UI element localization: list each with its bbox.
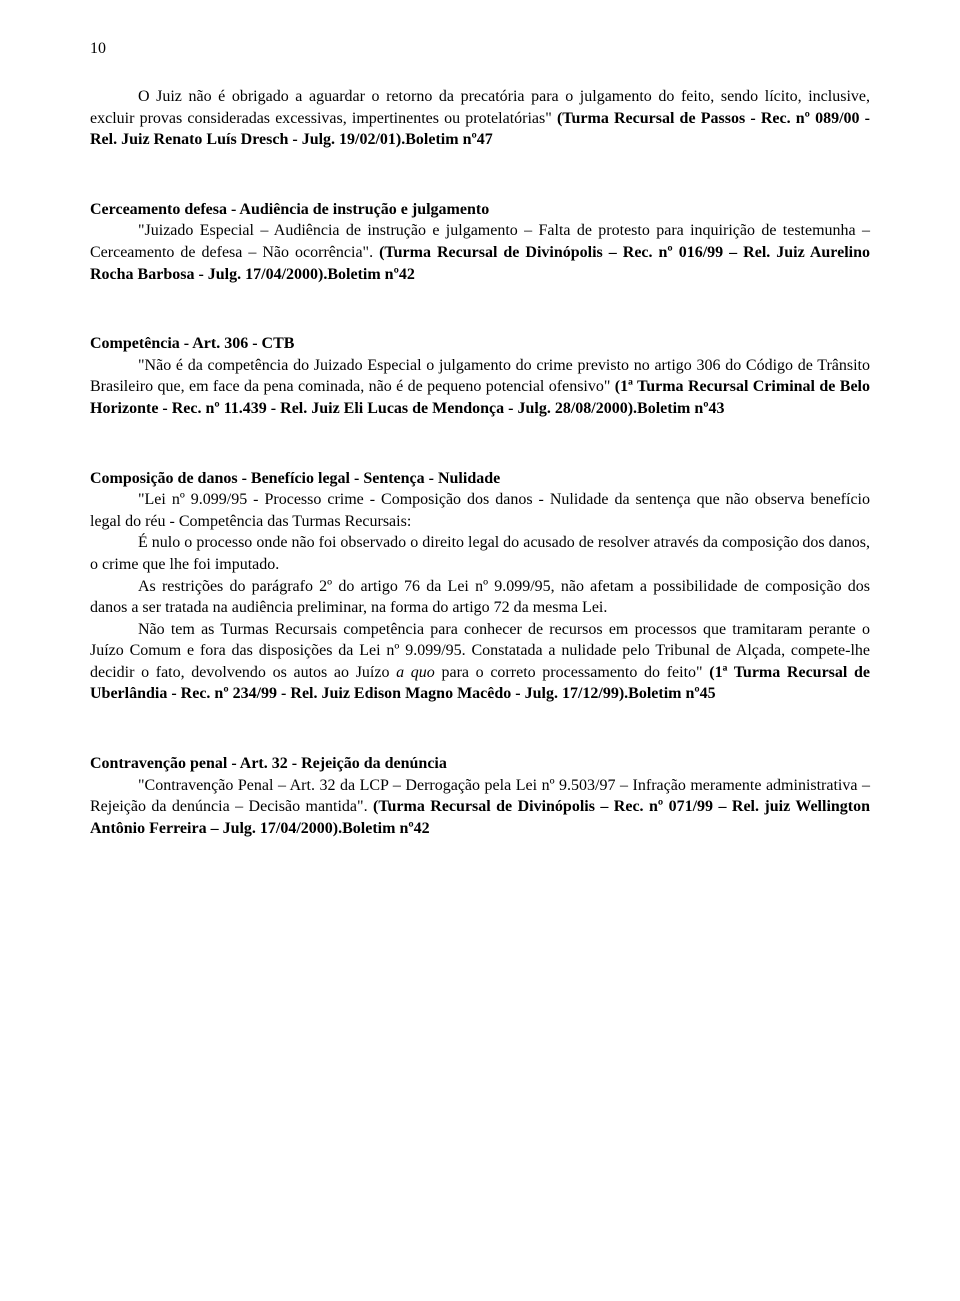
text-segment: As restrições do parágrafo 2º do artigo … xyxy=(90,578,870,617)
entry-heading: Contravenção penal - Art. 32 - Rejeição … xyxy=(90,753,870,775)
text-segment: para o correto processamento do feito" xyxy=(435,664,709,681)
entry-paragraph: "Lei nº 9.099/95 - Processo crime - Comp… xyxy=(90,489,870,532)
entry-heading: Composição de danos - Benefício legal - … xyxy=(90,468,870,490)
entry: O Juiz não é obrigado a aguardar o retor… xyxy=(90,86,870,151)
entry: Contravenção penal - Art. 32 - Rejeição … xyxy=(90,753,870,839)
text-segment: É nulo o processo onde não foi observado… xyxy=(90,534,870,573)
text-segment: a quo xyxy=(396,664,435,681)
entry-paragraph: É nulo o processo onde não foi observado… xyxy=(90,532,870,575)
page-number: 10 xyxy=(90,40,870,58)
entry-paragraph: "Não é da competência do Juizado Especia… xyxy=(90,355,870,420)
text-segment: "Lei nº 9.099/95 - Processo crime - Comp… xyxy=(90,491,870,530)
entry-paragraph: O Juiz não é obrigado a aguardar o retor… xyxy=(90,86,870,151)
entry-paragraph: "Contravenção Penal – Art. 32 da LCP – D… xyxy=(90,775,870,840)
document-page: 10 O Juiz não é obrigado a aguardar o re… xyxy=(0,0,960,1301)
entry-heading: Competência - Art. 306 - CTB xyxy=(90,333,870,355)
entry-paragraph: "Juizado Especial – Audiência de instruç… xyxy=(90,220,870,285)
entry: Composição de danos - Benefício legal - … xyxy=(90,468,870,706)
entry-heading: Cerceamento defesa - Audiência de instru… xyxy=(90,199,870,221)
entry: Cerceamento defesa - Audiência de instru… xyxy=(90,199,870,285)
entry-paragraph: As restrições do parágrafo 2º do artigo … xyxy=(90,576,870,619)
entries-container: O Juiz não é obrigado a aguardar o retor… xyxy=(90,86,870,839)
entry-paragraph: Não tem as Turmas Recursais competência … xyxy=(90,619,870,705)
entry: Competência - Art. 306 - CTB"Não é da co… xyxy=(90,333,870,419)
